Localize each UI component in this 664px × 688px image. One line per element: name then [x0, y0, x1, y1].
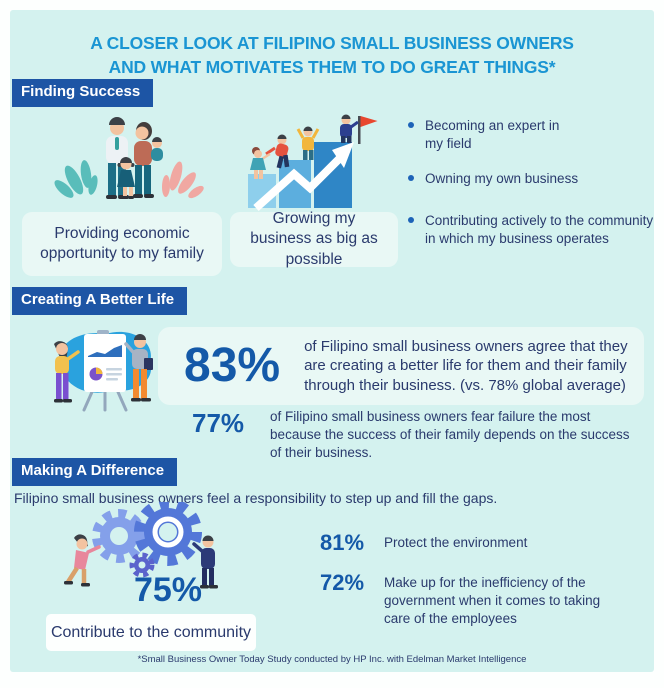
- page-title-line1: A CLOSER LOOK AT FILIPINO SMALL BUSINESS…: [90, 33, 574, 53]
- background-panel: A CLOSER LOOK AT FILIPINO SMALL BUSINESS…: [10, 10, 654, 672]
- page-title: A CLOSER LOOK AT FILIPINO SMALL BUSINESS…: [10, 31, 654, 79]
- stat-row-72: 72% Make up for the inefficiency of the …: [320, 571, 650, 629]
- stat-83-value: 83%: [184, 339, 281, 392]
- stat-72-value: 72%: [320, 570, 365, 595]
- bullet-dot-icon: [408, 122, 414, 128]
- card-growing-business: Growing my business as big as possible: [230, 209, 398, 268]
- stat-75-value: 75%: [133, 571, 203, 609]
- card-growth-label: Growing my business as big as possible: [250, 209, 378, 268]
- stat-card-83: 83% of Filipino small business owners ag…: [158, 327, 644, 405]
- footnote-source: *Small Business Owner Today Study conduc…: [137, 654, 527, 665]
- growth-stairs-illustration-svg: [248, 114, 378, 211]
- family-illustration-svg: [54, 117, 204, 199]
- bullet-dot-icon: [408, 217, 414, 224]
- card-contribute-to-community: Contribute to the community: [46, 614, 256, 651]
- bullet-dot-icon: [408, 174, 414, 181]
- difference-stat-list: 81% Protect the environment 72% Make up …: [320, 531, 650, 646]
- bullet-text: Becoming an expert in my field: [425, 118, 560, 151]
- section-badge-finding-success: Finding Success: [12, 79, 154, 107]
- stat-81-value: 81%: [320, 530, 365, 555]
- stat-77-value: 77%: [192, 408, 245, 438]
- family-illustration: [38, 110, 218, 217]
- presentation-flipchart-illustration-svg: [54, 330, 153, 412]
- finding-success-bullet-list: Becoming an expert in my field Owning my…: [408, 117, 662, 265]
- stat-72-text: Make up for the inefficiency of the gove…: [384, 575, 601, 627]
- stat-row-77: 77% of Filipino small business owners fe…: [192, 408, 642, 463]
- section-badge-creating-better-life: Creating A Better Life: [12, 287, 188, 315]
- growth-stairs-illustration: [242, 110, 380, 217]
- stat-83-text: of Filipino small business owners agree …: [304, 337, 628, 394]
- page-title-line2: AND WHAT MOTIVATES THEM TO DO GREAT THIN…: [108, 57, 556, 77]
- teamwork-gears-illustration: [62, 498, 232, 607]
- stat-81-text: Protect the environment: [384, 535, 528, 550]
- bullet-item-contributing: Contributing actively to the community i…: [408, 212, 662, 248]
- bullet-text: Owning my own business: [425, 170, 579, 186]
- making-difference-subtitle: Filipino small business owners feel a re…: [14, 490, 498, 506]
- bullet-item-expert: Becoming an expert in my field: [408, 117, 662, 153]
- stat-row-81: 81% Protect the environment: [320, 531, 650, 554]
- card-providing-economic-opportunity: Providing economic opportunity to my fam…: [22, 212, 222, 276]
- card-family-label: Providing economic opportunity to my fam…: [40, 224, 204, 262]
- teamwork-gears-illustration-svg: [64, 498, 218, 589]
- bullet-text: Contributing actively to the community i…: [425, 213, 654, 247]
- stat-75-label: Contribute to the community: [50, 623, 252, 641]
- section-badge-making-a-difference: Making A Difference: [12, 458, 178, 486]
- stat-77-text: of Filipino small business owners fear f…: [270, 409, 630, 461]
- bullet-item-owning: Owning my own business: [408, 170, 662, 188]
- presentation-flipchart-illustration: [40, 314, 168, 419]
